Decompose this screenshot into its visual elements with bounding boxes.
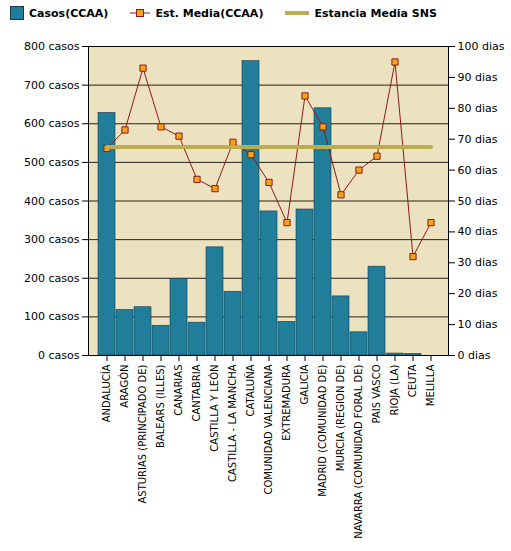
svg-text:300 casos: 300 casos xyxy=(24,233,80,246)
svg-text:700 casos: 700 casos xyxy=(24,79,80,92)
svg-text:50 dias: 50 dias xyxy=(458,195,498,208)
svg-text:500 casos: 500 casos xyxy=(24,156,80,169)
svg-text:ARAGÓN: ARAGÓN xyxy=(118,365,130,408)
html-text:Estancia Media SNS: Estancia Media SNS xyxy=(314,6,437,20)
svg-text:200 casos: 200 casos xyxy=(24,272,80,285)
svg-text:COMUNIDAD VALENCIANA: COMUNIDAD VALENCIANA xyxy=(263,364,274,494)
svg-text:30 dias: 30 dias xyxy=(458,256,498,269)
svg-text:400 casos: 400 casos xyxy=(24,195,80,208)
svg-text:40 dias: 40 dias xyxy=(458,225,498,238)
svg-text:EXTREMADURA: EXTREMADURA xyxy=(281,364,292,440)
svg-text:100 dias: 100 dias xyxy=(458,40,505,53)
svg-text:100 casos: 100 casos xyxy=(24,310,80,323)
svg-text:GALICIA: GALICIA xyxy=(299,364,310,404)
svg-text:60 dias: 60 dias xyxy=(458,164,498,177)
svg-text:600 casos: 600 casos xyxy=(24,117,80,130)
svg-text:MELILLA: MELILLA xyxy=(425,364,436,406)
svg-text:0 casos: 0 casos xyxy=(38,349,80,362)
svg-text:ANDALUCÍA: ANDALUCÍA xyxy=(100,364,112,422)
svg-text:CATALUÑA: CATALUÑA xyxy=(244,364,256,416)
svg-text:CEUTA: CEUTA xyxy=(407,364,418,397)
svg-text:RIOJA (LA): RIOJA (LA) xyxy=(389,364,400,415)
svg-text:MURCIA (REGION DE): MURCIA (REGION DE) xyxy=(335,364,346,471)
html-text:Casos(CCAA): Casos(CCAA) xyxy=(29,6,109,20)
svg-text:800 casos: 800 casos xyxy=(24,40,80,53)
svg-text:70 dias: 70 dias xyxy=(458,133,498,146)
svg-text:80 dias: 80 dias xyxy=(458,102,498,115)
svg-text:ASTURIAS (PRINCIPADO DE): ASTURIAS (PRINCIPADO DE) xyxy=(137,364,148,503)
svg-text:20 dias: 20 dias xyxy=(458,287,498,300)
svg-text:CASTILLA Y LEÓN: CASTILLA Y LEÓN xyxy=(208,365,220,452)
svg-text:CANTABRIA: CANTABRIA xyxy=(191,364,202,421)
svg-text:MADRID (COMUNIDAD DE): MADRID (COMUNIDAD DE) xyxy=(317,364,328,496)
svg-text:CASTILLA - LA MANCHA: CASTILLA - LA MANCHA xyxy=(227,364,238,482)
svg-text:CANARIAS: CANARIAS xyxy=(173,365,184,416)
svg-text:0 dias: 0 dias xyxy=(458,349,491,362)
svg-text:NAVARRA (COMUNIDAD FORAL DE): NAVARRA (COMUNIDAD FORAL DE) xyxy=(353,364,364,538)
svg-text:10 dias: 10 dias xyxy=(458,318,498,331)
svg-text:PAIS VASCO: PAIS VASCO xyxy=(371,364,382,423)
svg-text:90 dias: 90 dias xyxy=(458,71,498,84)
svg-text:BALEARS (ILLES): BALEARS (ILLES) xyxy=(155,364,166,448)
html-text:Est. Media(CCAA): Est. Media(CCAA) xyxy=(155,6,264,20)
